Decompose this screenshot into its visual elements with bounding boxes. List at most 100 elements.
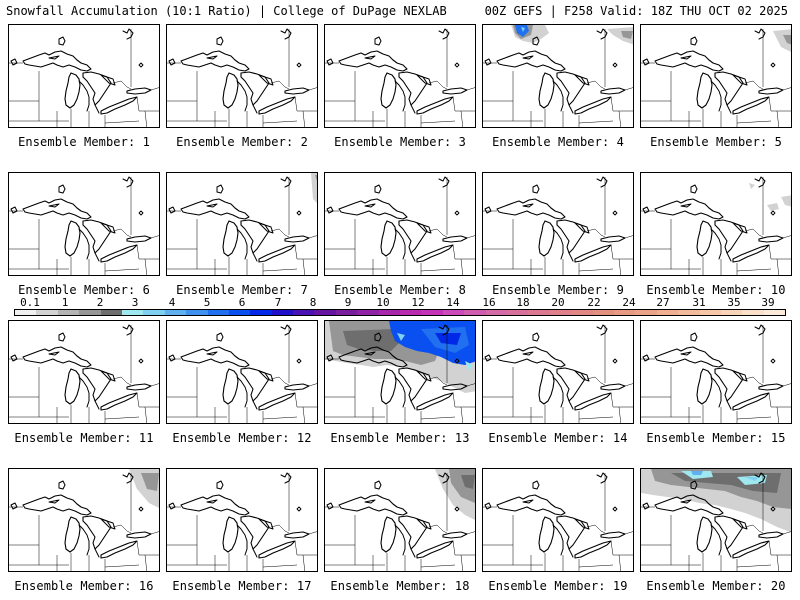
- colorbar-swatch: [164, 310, 187, 315]
- colorbar-tick: 8: [309, 296, 317, 309]
- member-map-19: [482, 468, 634, 572]
- member-label-12: Ensemble Member: 12: [172, 431, 312, 445]
- colorbar-tick: 20: [551, 296, 565, 309]
- member-map-8: [324, 172, 476, 276]
- colorbar-swatch: [720, 310, 743, 315]
- colorbar-swatch: [207, 310, 229, 315]
- colorbar-swatch: [635, 310, 657, 315]
- great-lakes-map: [483, 176, 633, 275]
- colorbar-swatch: [742, 310, 764, 315]
- member-map-4: [482, 24, 634, 128]
- member-label-20: Ensemble Member: 20: [646, 579, 786, 593]
- colorbar-swatch: [464, 310, 486, 315]
- colorbar-tick: 16: [482, 296, 496, 309]
- great-lakes-map: [9, 469, 159, 571]
- member-label-10: Ensemble Member: 10: [646, 283, 786, 297]
- run-valid-time: 00Z GEFS | F258 Valid: 18Z THU OCT 02 20…: [484, 4, 788, 18]
- member-label-5: Ensemble Member: 5: [650, 135, 782, 149]
- colorbar-tick: 12: [411, 296, 425, 309]
- colorbar-swatch: [763, 310, 786, 315]
- colorbar-swatch: [314, 310, 336, 315]
- great-lakes-map: [167, 324, 317, 423]
- member-map-18: [324, 468, 476, 572]
- colorbar-tick: 6: [238, 296, 246, 309]
- member-label-1: Ensemble Member: 1: [18, 135, 150, 149]
- colorbar-tick: 4: [168, 296, 176, 309]
- colorbar-swatch: [506, 310, 529, 315]
- member-map-2: [166, 24, 318, 128]
- colorbar-swatch: [528, 310, 550, 315]
- colorbar-swatch: [57, 310, 80, 315]
- colorbar-swatch: [79, 310, 101, 315]
- colorbar-tick: 22: [587, 296, 601, 309]
- member-map-7: [166, 172, 318, 276]
- colorbar-swatch: [335, 310, 358, 315]
- colorbar-tick: 5: [203, 296, 211, 309]
- great-lakes-map: [325, 176, 475, 275]
- member-label-18: Ensemble Member: 18: [330, 579, 470, 593]
- colorbar-tick: 27: [656, 296, 670, 309]
- member-map-17: [166, 468, 318, 572]
- great-lakes-map: [325, 321, 475, 423]
- great-lakes-map: [641, 469, 791, 571]
- colorbar-swatch: [400, 310, 422, 315]
- colorbar-tick: 35: [727, 296, 741, 309]
- colorbar-swatch: [271, 310, 294, 315]
- member-label-16: Ensemble Member: 16: [14, 579, 154, 593]
- member-map-15: [640, 320, 792, 424]
- colorbar-tick: 3: [131, 296, 139, 309]
- colorbar-tick: 31: [692, 296, 706, 309]
- colorbar-tick: 14: [446, 296, 460, 309]
- great-lakes-map: [167, 173, 317, 275]
- colorbar-tick: 0.1: [20, 296, 40, 309]
- member-map-16: [8, 468, 160, 572]
- colorbar-swatch: [442, 310, 465, 315]
- member-map-20: [640, 468, 792, 572]
- member-label-6: Ensemble Member: 6: [18, 283, 150, 297]
- colorbar-swatch: [121, 310, 144, 315]
- member-map-14: [482, 320, 634, 424]
- colorbar-swatch: [100, 310, 122, 315]
- great-lakes-map: [483, 25, 633, 127]
- great-lakes-map: [483, 324, 633, 423]
- member-label-9: Ensemble Member: 9: [492, 283, 624, 297]
- colorbar-tick: 24: [622, 296, 636, 309]
- colorbar-swatch: [357, 310, 379, 315]
- colorbar-swatch: [378, 310, 401, 315]
- great-lakes-map: [325, 469, 475, 571]
- colorbar-swatch: [678, 310, 700, 315]
- colorbar-tick: 10: [376, 296, 390, 309]
- member-map-10: [640, 172, 792, 276]
- great-lakes-map: [325, 28, 475, 127]
- member-label-8: Ensemble Member: 8: [334, 283, 466, 297]
- member-map-12: [166, 320, 318, 424]
- colorbar-swatch: [15, 310, 37, 315]
- colorbar-tick: 1: [61, 296, 69, 309]
- great-lakes-map: [483, 472, 633, 571]
- colorbar-tick: 18: [516, 296, 530, 309]
- colorbar-swatch: [250, 310, 272, 315]
- member-map-9: [482, 172, 634, 276]
- colorbar-swatch: [485, 310, 507, 315]
- member-map-5: [640, 24, 792, 128]
- member-map-3: [324, 24, 476, 128]
- colorbar-tick: 9: [344, 296, 352, 309]
- great-lakes-map: [641, 176, 791, 275]
- colorbar-tick: 7: [274, 296, 282, 309]
- colorbar-swatch: [186, 310, 208, 315]
- map-title: Snowfall Accumulation (10:1 Ratio) | Col…: [6, 4, 447, 18]
- member-label-14: Ensemble Member: 14: [488, 431, 628, 445]
- colorbar-swatch: [699, 310, 721, 315]
- great-lakes-map: [641, 28, 791, 127]
- member-map-11: [8, 320, 160, 424]
- colorbar-swatch: [421, 310, 443, 315]
- colorbar-swatch: [656, 310, 679, 315]
- great-lakes-map: [167, 472, 317, 571]
- member-label-3: Ensemble Member: 3: [334, 135, 466, 149]
- great-lakes-map: [641, 324, 791, 423]
- colorbar-swatch: [592, 310, 614, 315]
- member-label-2: Ensemble Member: 2: [176, 135, 308, 149]
- colorbar-swatch: [613, 310, 636, 315]
- member-label-13: Ensemble Member: 13: [330, 431, 470, 445]
- colorbar-swatch: [143, 310, 165, 315]
